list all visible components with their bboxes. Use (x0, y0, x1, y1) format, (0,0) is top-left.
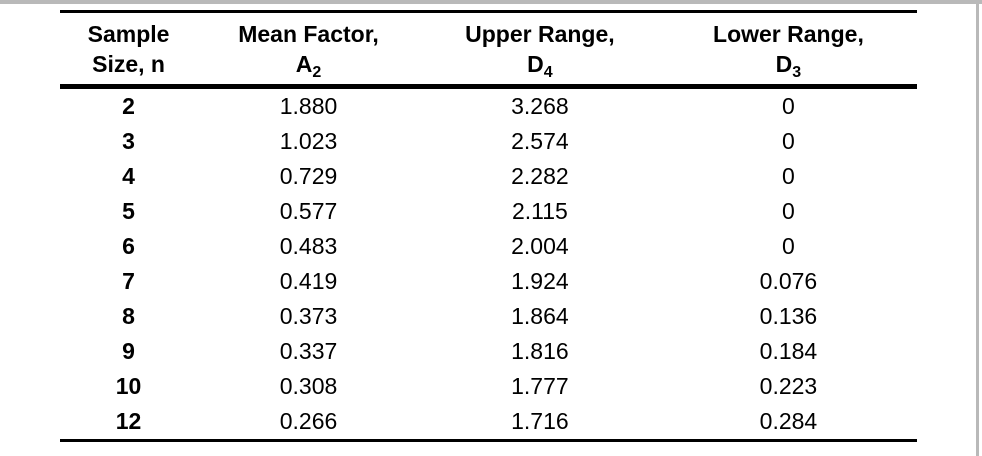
frame-top-border (0, 0, 982, 4)
cell-sample-size: 12 (115, 408, 142, 434)
cell-upper-range-d4: 2.115 (511, 198, 568, 224)
table-row: 4 0.729 2.282 0 (60, 159, 917, 194)
cell-upper-range-d4: 1.777 (511, 373, 569, 399)
column-header-sample-size: Sample Size, n (60, 11, 198, 89)
table-body: 2 1.880 3.268 0 3 1.023 2.574 0 4 0.729 … (60, 87, 917, 441)
header-symbol: A2 (295, 51, 322, 81)
header-line: Size, n (92, 51, 165, 77)
table-row: 3 1.023 2.574 0 (60, 124, 917, 159)
table-row: 6 0.483 2.004 0 (60, 229, 917, 264)
cell-lower-range-d3: 0.076 (759, 268, 818, 294)
cell-lower-range-d3: 0.284 (759, 408, 818, 434)
cell-sample-size: 4 (122, 163, 135, 189)
header-line: Lower Range, (713, 21, 864, 47)
cell-mean-factor-a2: 0.483 (279, 233, 338, 259)
cell-mean-factor-a2: 0.729 (279, 163, 338, 189)
table-row: 12 0.266 1.716 0.284 (60, 404, 917, 441)
header-row: Sample Size, n Mean Factor, A2 Upper Ran… (60, 11, 917, 89)
cell-mean-factor-a2: 0.373 (279, 303, 338, 329)
cell-upper-range-d4: 1.716 (511, 408, 569, 434)
header-line: Mean Factor, (238, 21, 379, 47)
cell-sample-size: 7 (122, 268, 135, 294)
cell-lower-range-d3: 0 (782, 233, 795, 259)
header-symbol: D4 (527, 51, 553, 81)
cell-upper-range-d4: 2.574 (511, 128, 569, 154)
column-header-mean-factor: Mean Factor, A2 (197, 11, 420, 89)
table-row: 8 0.373 1.864 0.136 (60, 299, 917, 334)
cell-sample-size: 9 (122, 338, 135, 364)
cell-mean-factor-a2: 0.577 (279, 198, 338, 224)
cell-mean-factor-a2: 0.337 (279, 338, 338, 364)
cell-sample-size: 2 (122, 93, 135, 119)
cell-lower-range-d3: 0 (782, 198, 795, 224)
cell-lower-range-d3: 0 (782, 93, 795, 119)
cell-mean-factor-a2: 0.308 (279, 373, 338, 399)
table-header: Sample Size, n Mean Factor, A2 Upper Ran… (60, 11, 917, 89)
table-row: 7 0.419 1.924 0.076 (60, 264, 917, 299)
cell-lower-range-d3: 0.136 (759, 303, 818, 329)
cell-lower-range-d3: 0 (782, 163, 795, 189)
cell-sample-size: 6 (122, 233, 135, 259)
cell-upper-range-d4: 1.924 (511, 268, 569, 294)
cell-upper-range-d4: 2.282 (511, 163, 569, 189)
control-chart-constants-table: Sample Size, n Mean Factor, A2 Upper Ran… (60, 10, 917, 442)
header-symbol: D3 (775, 51, 802, 81)
column-header-lower-range: Lower Range, D3 (659, 11, 917, 89)
frame-right-border (976, 0, 979, 456)
cell-sample-size: 5 (122, 198, 135, 224)
column-header-upper-range: Upper Range, D4 (419, 11, 660, 89)
cell-mean-factor-a2: 0.266 (279, 408, 338, 434)
cell-sample-size: 10 (115, 373, 142, 399)
cell-lower-range-d3: 0 (782, 128, 795, 154)
table-row: 2 1.880 3.268 0 (60, 87, 917, 125)
table-row: 5 0.577 2.115 0 (60, 194, 917, 229)
table-row: 10 0.308 1.777 0.223 (60, 369, 917, 404)
table-row: 9 0.337 1.816 0.184 (60, 334, 917, 369)
cell-upper-range-d4: 3.268 (511, 93, 569, 119)
cell-upper-range-d4: 1.864 (511, 303, 569, 329)
cell-upper-range-d4: 2.004 (511, 233, 569, 259)
header-line: Sample (87, 21, 170, 47)
cell-sample-size: 8 (122, 303, 135, 329)
cell-mean-factor-a2: 1.023 (279, 128, 338, 154)
cell-upper-range-d4: 1.816 (511, 338, 569, 364)
cell-sample-size: 3 (122, 128, 135, 154)
cell-lower-range-d3: 0.184 (759, 338, 818, 364)
header-line: Upper Range, (465, 21, 615, 47)
cell-lower-range-d3: 0.223 (759, 373, 818, 399)
cell-mean-factor-a2: 1.880 (279, 93, 338, 119)
cell-mean-factor-a2: 0.419 (279, 268, 338, 294)
